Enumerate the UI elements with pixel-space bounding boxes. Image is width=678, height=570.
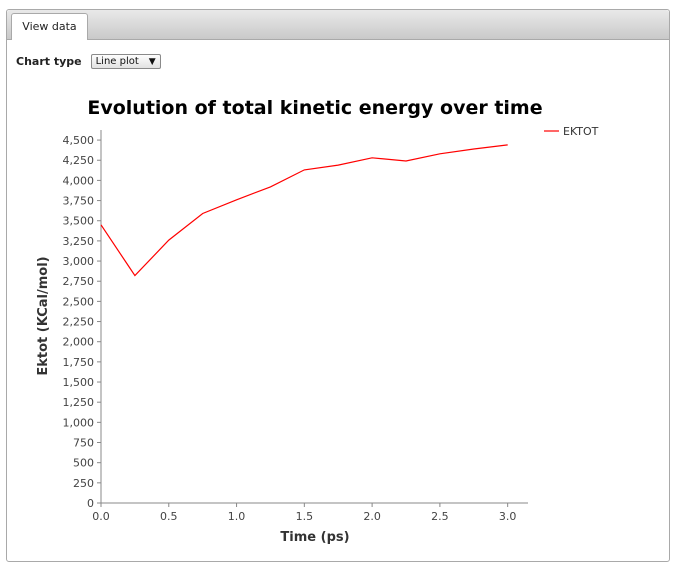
y-tick-label: 4,500 — [63, 134, 95, 147]
chart-title: Evolution of total kinetic energy over t… — [87, 97, 542, 119]
y-tick-label: 2,500 — [63, 295, 95, 308]
x-tick-label: 1.0 — [228, 510, 246, 523]
y-tick-label: 2,750 — [63, 275, 95, 288]
y-axis-label: Ektot (KCal/mol) — [36, 256, 51, 375]
y-tick-label: 1,000 — [63, 416, 95, 429]
y-tick-label: 1,500 — [63, 376, 95, 389]
x-tick-label: 2.0 — [363, 510, 381, 523]
dropdown-arrow-icon: ▼ — [148, 56, 156, 67]
y-tick-label: 2,000 — [63, 336, 95, 349]
x-tick-label: 2.5 — [431, 510, 449, 523]
x-axis-label: Time (ps) — [280, 530, 349, 545]
chart-type-value: Line plot — [95, 56, 139, 67]
y-tick-label: 3,250 — [63, 235, 95, 248]
tab-panel: View data — [6, 9, 670, 562]
chart-type-select[interactable]: Line plot ▼ — [90, 54, 161, 69]
y-tick-label: 500 — [73, 457, 94, 470]
chart-controls: Chart type Line plot ▼ — [16, 54, 161, 69]
series-line-ektot — [100, 144, 508, 277]
x-tick-label: 0.0 — [92, 510, 110, 523]
tab-view-data[interactable]: View data — [11, 13, 88, 40]
x-tick-label: 3.0 — [499, 510, 517, 523]
y-tick-label: 3,000 — [63, 255, 95, 268]
chart-type-label: Chart type — [16, 55, 82, 68]
y-tick-label: 1,250 — [63, 396, 95, 409]
series-lines — [100, 144, 508, 277]
y-tick-label: 750 — [73, 437, 94, 450]
y-tick-label: 4,250 — [63, 154, 95, 167]
y-tick-label: 3,750 — [63, 195, 95, 208]
y-tick-label: 0 — [87, 497, 94, 510]
y-tick-label: 3,500 — [63, 215, 95, 228]
y-tick-label: 2,250 — [63, 316, 95, 329]
axes: 0 250 500 750 1,000 1,250 1,500 1,750 2,000 2,250… — [63, 130, 528, 523]
tab-bar: View data — [7, 10, 669, 40]
y-tick-label: 4,000 — [63, 174, 95, 187]
x-tick-label: 0.5 — [160, 510, 178, 523]
legend: EKTOT — [544, 125, 599, 138]
y-tick-label: 1,750 — [63, 356, 95, 369]
x-tick-label: 1.5 — [296, 510, 314, 523]
y-tick-label: 250 — [73, 477, 94, 490]
legend-label: EKTOT — [563, 125, 599, 138]
